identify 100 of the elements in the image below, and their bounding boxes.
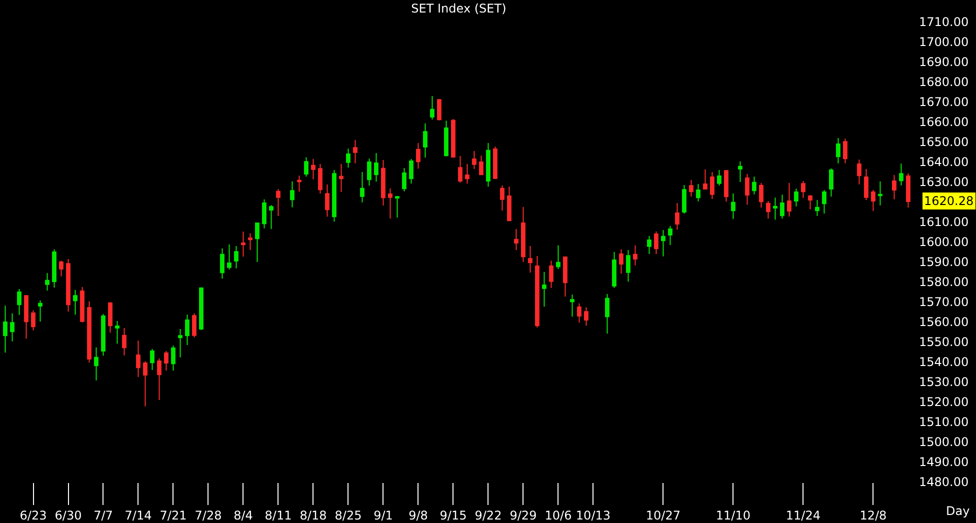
- x-tick-label: 9/8: [408, 508, 428, 522]
- y-tick-label: 1710.00: [919, 15, 969, 30]
- candlestick: [66, 258, 70, 312]
- x-tick-label: 11/10: [716, 508, 751, 522]
- candlestick: [814, 200, 820, 216]
- candlestick: [689, 180, 694, 198]
- candlestick: [332, 170, 336, 222]
- candlestick: [710, 172, 714, 200]
- x-tick-label: 9/22: [474, 508, 502, 522]
- candlestick: [696, 184, 700, 202]
- candlestick: [570, 294, 574, 318]
- y-tick-label: 1580.00: [919, 275, 969, 290]
- y-tick-label: 1530.00: [919, 375, 969, 390]
- candlestick: [199, 286, 204, 330]
- candlestick: [758, 182, 764, 208]
- candlestick: [220, 248, 224, 280]
- candlestick: [493, 146, 498, 180]
- candlestick: [318, 164, 322, 194]
- candlestick: [423, 122, 428, 158]
- candlestick: [73, 290, 78, 316]
- candlestick: [367, 158, 372, 186]
- candlestick: [898, 163, 904, 186]
- x-tick-label: 8/11: [264, 508, 292, 522]
- candlestick: [10, 312, 14, 342]
- candlestick: [52, 248, 56, 288]
- x-tick-label: 8/18: [300, 508, 327, 522]
- candlestick: [136, 340, 140, 378]
- x-tick-label: 7/28: [194, 508, 222, 522]
- x-tick-label: 7/21: [160, 508, 187, 522]
- y-tick-label: 1570.00: [919, 295, 969, 310]
- x-tick-label: 10/13: [576, 508, 611, 522]
- candlestick: [402, 168, 406, 192]
- candlestick: [94, 346, 98, 381]
- candlestick: [542, 272, 546, 308]
- y-tick-label: 1670.00: [919, 95, 969, 110]
- candlestick: [374, 152, 378, 182]
- candlestick: [612, 252, 616, 288]
- candlestick: [311, 158, 316, 180]
- candlestick: [549, 260, 554, 288]
- y-tick-label: 1480.00: [919, 475, 969, 490]
- candlestick: [864, 168, 868, 200]
- candlestick: [772, 197, 778, 220]
- candlestick: [472, 150, 476, 170]
- candlestick: [437, 98, 442, 121]
- candlestick: [87, 300, 92, 364]
- candlestick: [45, 272, 50, 292]
- candlestick: [3, 305, 8, 354]
- x-tick-label: 8/4: [234, 508, 253, 522]
- candlestick: [388, 188, 392, 220]
- y-tick-label: 1690.00: [919, 55, 969, 70]
- x-tick-label: 10/27: [646, 508, 681, 522]
- candlestick: [304, 156, 308, 178]
- x-tick-label: 6/23: [20, 508, 47, 522]
- candlestick: [822, 190, 826, 214]
- chart-title: SET Index (SET): [411, 2, 506, 16]
- candlestick: [171, 345, 176, 372]
- y-tick-label: 1540.00: [919, 355, 969, 370]
- candlestick: [780, 194, 784, 220]
- y-tick-label: 1500.00: [919, 435, 969, 450]
- y-tick-label: 1510.00: [919, 415, 969, 430]
- candlestick: [766, 200, 770, 220]
- x-tick-label: 10/6: [544, 508, 572, 522]
- candlestick: [654, 230, 658, 254]
- x-tick-label: 6/30: [54, 508, 82, 522]
- candlestick: [157, 358, 162, 400]
- candlestick: [856, 159, 862, 185]
- x-axis-title: Day: [946, 504, 970, 518]
- candlestick: [521, 206, 526, 262]
- candlestick: [262, 198, 266, 229]
- candlestick: [577, 302, 582, 324]
- candlestick: [444, 120, 448, 157]
- candlestick: [241, 231, 246, 258]
- y-tick-label: 1550.00: [919, 335, 969, 350]
- y-tick-label: 1680.00: [919, 75, 969, 90]
- x-tick-label: 9/29: [510, 508, 537, 522]
- candlestick: [24, 295, 28, 340]
- candlestick: [870, 190, 876, 212]
- candlestick: [276, 188, 280, 216]
- x-tick-label: 9/1: [374, 508, 393, 522]
- candlestick: [808, 194, 812, 210]
- candlestick: [297, 175, 302, 192]
- candlestick: [878, 180, 882, 206]
- candlestick: [458, 156, 462, 184]
- x-tick-label: 12/8: [860, 508, 887, 522]
- candlestick: [17, 288, 22, 316]
- candlestick: [248, 232, 252, 250]
- candlestick: [381, 160, 386, 206]
- candlestick: [486, 142, 490, 188]
- candlestick: [143, 360, 148, 407]
- candlestick: [675, 202, 680, 230]
- candlestick: [185, 314, 190, 346]
- candlestick: [122, 328, 126, 356]
- candlestick: [563, 256, 568, 298]
- candlestick: [535, 256, 540, 328]
- candlestick: [703, 168, 708, 190]
- candlestick: [234, 246, 238, 269]
- y-tick-label: 1520.00: [919, 395, 969, 410]
- candlestick: [842, 138, 848, 164]
- candlestick: [31, 310, 36, 331]
- candlestick: [668, 226, 672, 246]
